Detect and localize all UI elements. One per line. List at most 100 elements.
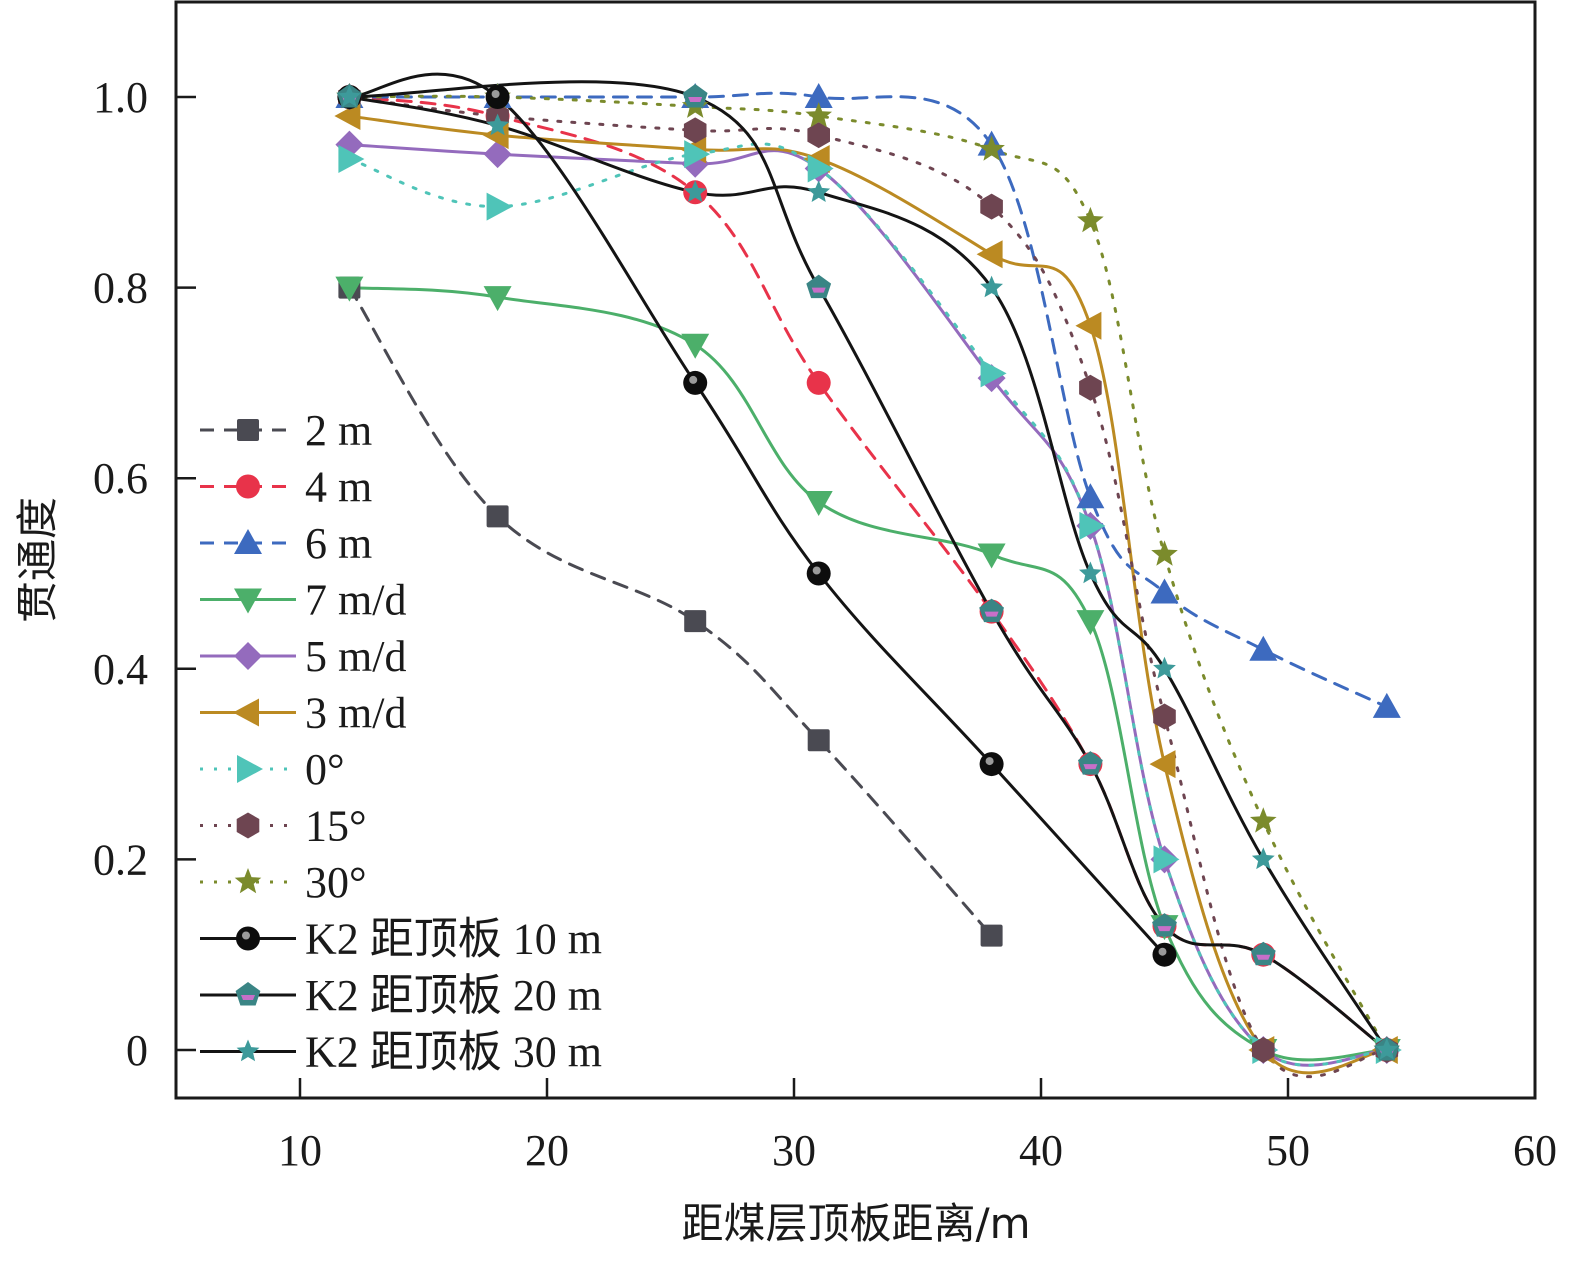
legend-item: 4 m <box>200 463 372 512</box>
series-line-11 <box>347 95 1389 1052</box>
legend-label: 4 m <box>305 463 372 512</box>
legend-label: 7 m/d <box>305 576 406 625</box>
legend-marker <box>236 474 260 499</box>
y-tick-label: 1.0 <box>93 73 148 122</box>
data-point <box>977 543 1006 569</box>
legend-label: 0° <box>305 745 345 794</box>
data-point <box>806 274 832 299</box>
pentagon-body <box>979 598 1004 623</box>
data-point <box>979 598 1004 623</box>
y-tick-label: 0.2 <box>93 835 148 884</box>
data-point <box>483 140 512 169</box>
pentagon-inner <box>811 287 826 293</box>
data-point <box>805 102 832 128</box>
x-axis-title: 距煤层顶板距离/m <box>681 1199 1030 1248</box>
legend-item: 30° <box>200 858 367 907</box>
data-point <box>1152 913 1177 937</box>
legend-marker <box>236 812 260 839</box>
data-point <box>1250 807 1277 833</box>
legend-item: 15° <box>200 802 367 851</box>
series-line-9 <box>347 72 1166 957</box>
data-point <box>1079 561 1102 584</box>
data-point <box>980 359 1007 388</box>
data-point <box>1251 847 1275 870</box>
data-point <box>485 85 510 109</box>
data-point <box>807 122 830 149</box>
data-point <box>807 154 834 183</box>
series-line-1 <box>347 95 1389 1052</box>
data-point <box>683 117 707 144</box>
ball-highlight <box>689 375 698 384</box>
ball-highlight <box>985 757 994 766</box>
y-tick-label: 0.4 <box>93 645 148 694</box>
legend-marker <box>234 642 262 670</box>
data-point <box>683 180 707 202</box>
ball-highlight <box>1158 947 1167 956</box>
pentagon-body <box>1152 913 1177 937</box>
legend-label: K2 距顶板 10 m <box>305 915 602 964</box>
pentagon-body <box>806 274 832 299</box>
data-point <box>338 144 365 173</box>
legend-label: 15° <box>305 802 367 851</box>
data-point <box>1152 942 1177 967</box>
data-point <box>980 193 1003 220</box>
ball-highlight <box>242 931 250 940</box>
data-point <box>1250 941 1276 966</box>
plot-frame <box>174 0 1537 1100</box>
y-tick-label: 0 <box>126 1026 148 1075</box>
data-point <box>486 192 513 221</box>
pentagon-body <box>235 982 261 1006</box>
data-point <box>684 610 707 633</box>
x-tick-label: 40 <box>1019 1126 1063 1175</box>
data-point <box>1078 751 1103 775</box>
series-line-5 <box>347 114 1389 1075</box>
legend: 2 m 4 m 6 m 7 m/d 5 m/d 3 m/d 0° 15° 30° K2 距顶板 1… <box>200 406 602 1077</box>
data-point <box>1076 483 1105 509</box>
data-point <box>806 370 831 395</box>
x-tick-label: 10 <box>278 1126 322 1175</box>
x-tick-label: 20 <box>525 1126 569 1175</box>
series-markers <box>334 83 1402 1064</box>
data-point <box>1153 845 1180 874</box>
pentagon-inner <box>241 995 255 1000</box>
legend-label: K2 距顶板 30 m <box>305 1028 602 1077</box>
data-point <box>1249 635 1278 661</box>
legend-item: K2 距顶板 10 m <box>200 915 602 964</box>
legend-item: 7 m/d <box>200 576 406 625</box>
data-point <box>804 83 833 108</box>
pentagon-body <box>1250 941 1276 966</box>
x-tick-label: 60 <box>1513 1126 1557 1175</box>
data-point <box>976 240 1003 269</box>
data-point <box>1077 206 1104 233</box>
data-point <box>1079 374 1102 401</box>
data-point <box>1149 750 1176 779</box>
legend-marker <box>236 1039 260 1062</box>
legend-marker <box>236 926 260 951</box>
data-point <box>334 102 361 131</box>
pentagon-inner <box>984 611 999 617</box>
data-point <box>684 140 711 169</box>
y-axis: 0 0.2 0.4 0.6 0.8 1.0 <box>93 73 196 1075</box>
legend-marker <box>234 868 262 894</box>
legend-marker <box>237 755 263 783</box>
data-point <box>1151 540 1178 566</box>
data-point <box>1150 578 1179 604</box>
ball-highlight <box>491 90 500 98</box>
data-point <box>682 84 708 108</box>
data-point <box>483 286 512 312</box>
legend-item: 0° <box>200 745 345 794</box>
y-tick-label: 0.8 <box>93 264 148 313</box>
data-point <box>683 370 708 395</box>
data-point <box>1079 511 1106 540</box>
series-line-0 <box>347 286 994 938</box>
legend-item: K2 距顶板 20 m <box>200 971 602 1020</box>
y-axis-title: 贯通度 <box>13 497 62 623</box>
pentagon-body <box>1078 751 1103 775</box>
data-point <box>1372 692 1401 718</box>
legend-marker <box>234 529 262 554</box>
legend-label: 30° <box>305 858 367 907</box>
data-point <box>807 180 831 202</box>
pentagon-body <box>682 84 708 108</box>
data-point <box>978 135 1005 161</box>
